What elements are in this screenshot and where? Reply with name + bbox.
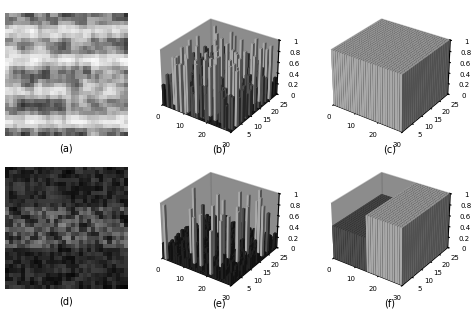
Text: (f): (f) [384, 298, 395, 308]
Text: (b): (b) [212, 145, 226, 155]
Text: (e): (e) [212, 298, 226, 308]
Text: (d): (d) [59, 296, 73, 306]
Text: (a): (a) [59, 143, 73, 153]
Text: (c): (c) [383, 145, 396, 155]
